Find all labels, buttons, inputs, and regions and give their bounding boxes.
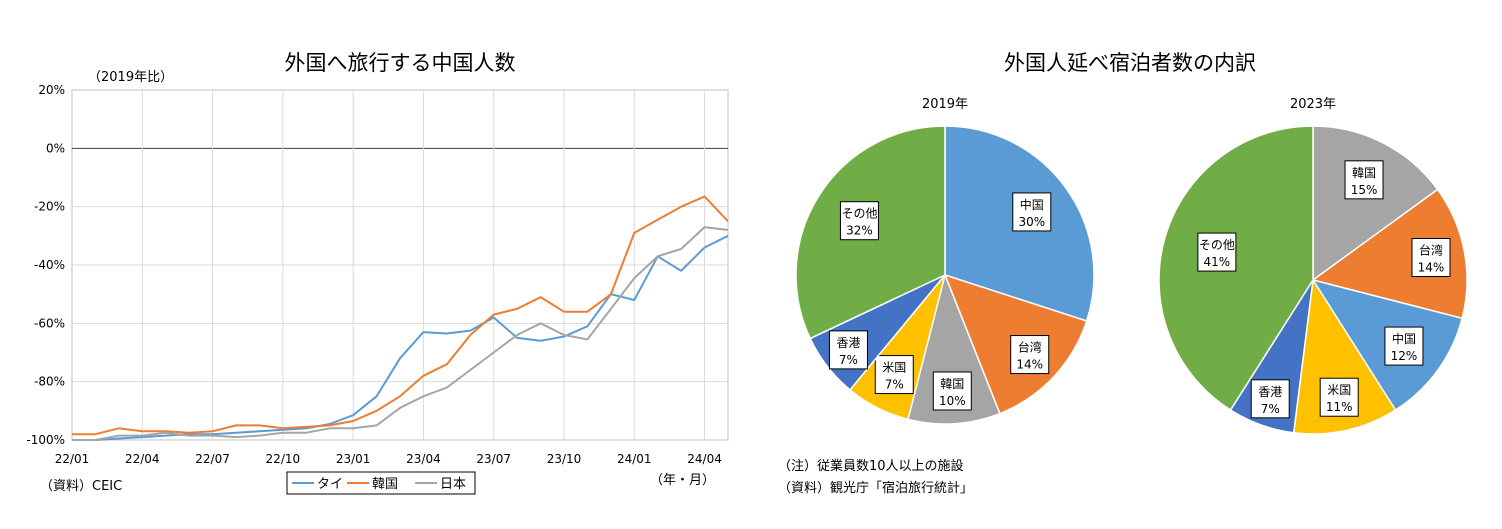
pie-2023-title: 2023年 [1290, 97, 1336, 112]
x-tick-label: 22/01 [55, 452, 90, 466]
pie-label-box [1384, 326, 1424, 366]
x-tick-label: 22/10 [266, 452, 301, 466]
pie-label-box [1344, 160, 1384, 200]
x-tick-label: 22/07 [195, 452, 230, 466]
y-axis-ticks: 20% 0% -20% -40% -60% -80% -100% [26, 83, 65, 447]
pie-2023: 韓国 15% 台湾 14% 中国 12% 米国 11% 香港 7% その他 41% [1158, 125, 1468, 435]
pie-label-name: 台湾 [1018, 340, 1042, 355]
y-tick-label: 0% [46, 141, 65, 155]
pie-label-value: 15% [1351, 183, 1378, 197]
pie-label-name: 台湾 [1419, 242, 1443, 257]
pie-label-box [932, 371, 972, 411]
line-series [72, 195, 729, 441]
pie-label-box [874, 355, 914, 395]
y-tick-label: -100% [26, 433, 65, 447]
pie-label-name: 米国 [1327, 383, 1351, 397]
line-chart-source: （資料）CEIC [40, 479, 122, 494]
x-tick-label: 22/04 [125, 452, 160, 466]
pie-slice-台湾 [1311, 188, 1468, 320]
pie-label-box [1250, 379, 1290, 419]
x-axis-ticks: 22/01 22/04 22/07 22/10 23/01 23/04 23/07 23/10… [55, 452, 722, 466]
y-tick-label: -40% [34, 258, 65, 272]
pie-2019-title: 2019年 [922, 97, 968, 112]
line-chart-unit-label: （2019年比） [88, 70, 173, 85]
legend: タイ 韓国 日本 [286, 471, 476, 495]
pie-label-value: 7% [839, 353, 858, 367]
series-line-韓国 [72, 195, 729, 436]
pie-label-name: その他 [841, 207, 877, 221]
pie-label-box [1411, 237, 1451, 277]
pie-2019: 中国 30% 台湾 14% 韓国 10% 米国 7% 香港 7% その他 32% [795, 125, 1095, 425]
x-tick-label: 24/04 [687, 452, 722, 466]
pie-label-value: 32% [846, 224, 873, 238]
legend-label-japan: 日本 [440, 477, 466, 492]
pie-label-name: 中国 [1392, 331, 1416, 346]
y-tick-label: -60% [34, 316, 65, 330]
x-tick-label: 23/07 [476, 452, 511, 466]
pie-slice-米国 [1292, 277, 1397, 435]
pie-label-value: 14% [1016, 358, 1043, 372]
y-tick-label: -80% [34, 375, 65, 389]
pie-label-value: 7% [885, 378, 904, 392]
pie-label-name: 香港 [836, 336, 860, 350]
pie-label-box [839, 201, 879, 241]
line-chart-title: 外国へ旅行する中国人数 [285, 51, 516, 75]
x-tick-label: 23/01 [336, 452, 371, 466]
pie-label-name: 韓国 [940, 377, 964, 391]
legend-box [286, 471, 476, 495]
pie-slice-韓国 [1312, 125, 1439, 282]
pie-label-name: 中国 [1020, 197, 1044, 212]
pie-label-value: 12% [1391, 349, 1418, 363]
pie-label-name: その他 [1199, 238, 1235, 252]
legend-label-korea: 韓国 [372, 477, 398, 492]
pie-label-name: 香港 [1258, 385, 1282, 399]
pie-label-value: 41% [1204, 255, 1231, 269]
pie-label-value: 14% [1418, 260, 1445, 274]
y-tick-label: -20% [34, 200, 65, 214]
series-line-日本 [72, 226, 729, 441]
x-tick-label: 23/10 [547, 452, 582, 466]
x-tick-label: 23/04 [406, 452, 441, 466]
x-unit-label: （年・月） [650, 473, 715, 488]
pie-label-value: 11% [1326, 400, 1353, 414]
pie-label-box [1319, 377, 1359, 417]
pie-label-name: 米国 [882, 361, 906, 375]
pie-source: （資料）観光庁「宿泊旅行統計」 [778, 480, 973, 496]
pie-label-value: 10% [939, 394, 966, 408]
pie-label-value: 30% [1018, 215, 1045, 229]
pie-label-name: 韓国 [1352, 166, 1376, 180]
pie-label-box [1197, 232, 1237, 272]
legend-label-thai: タイ [317, 477, 343, 492]
pie-slice-韓国 [907, 272, 1001, 425]
pie-label-value: 7% [1261, 402, 1280, 416]
y-tick-label: 20% [38, 83, 65, 97]
pie-note: （注）従業員数10人以上の施設 [778, 458, 964, 474]
pie-section-title: 外国人延べ宿泊者数の内訳 [1004, 51, 1256, 75]
x-tick-label: 24/01 [617, 452, 652, 466]
gridlines [72, 90, 728, 440]
pie-label-box [1010, 335, 1050, 375]
pie-label-box [1012, 192, 1052, 232]
pie-label-box [828, 330, 868, 370]
